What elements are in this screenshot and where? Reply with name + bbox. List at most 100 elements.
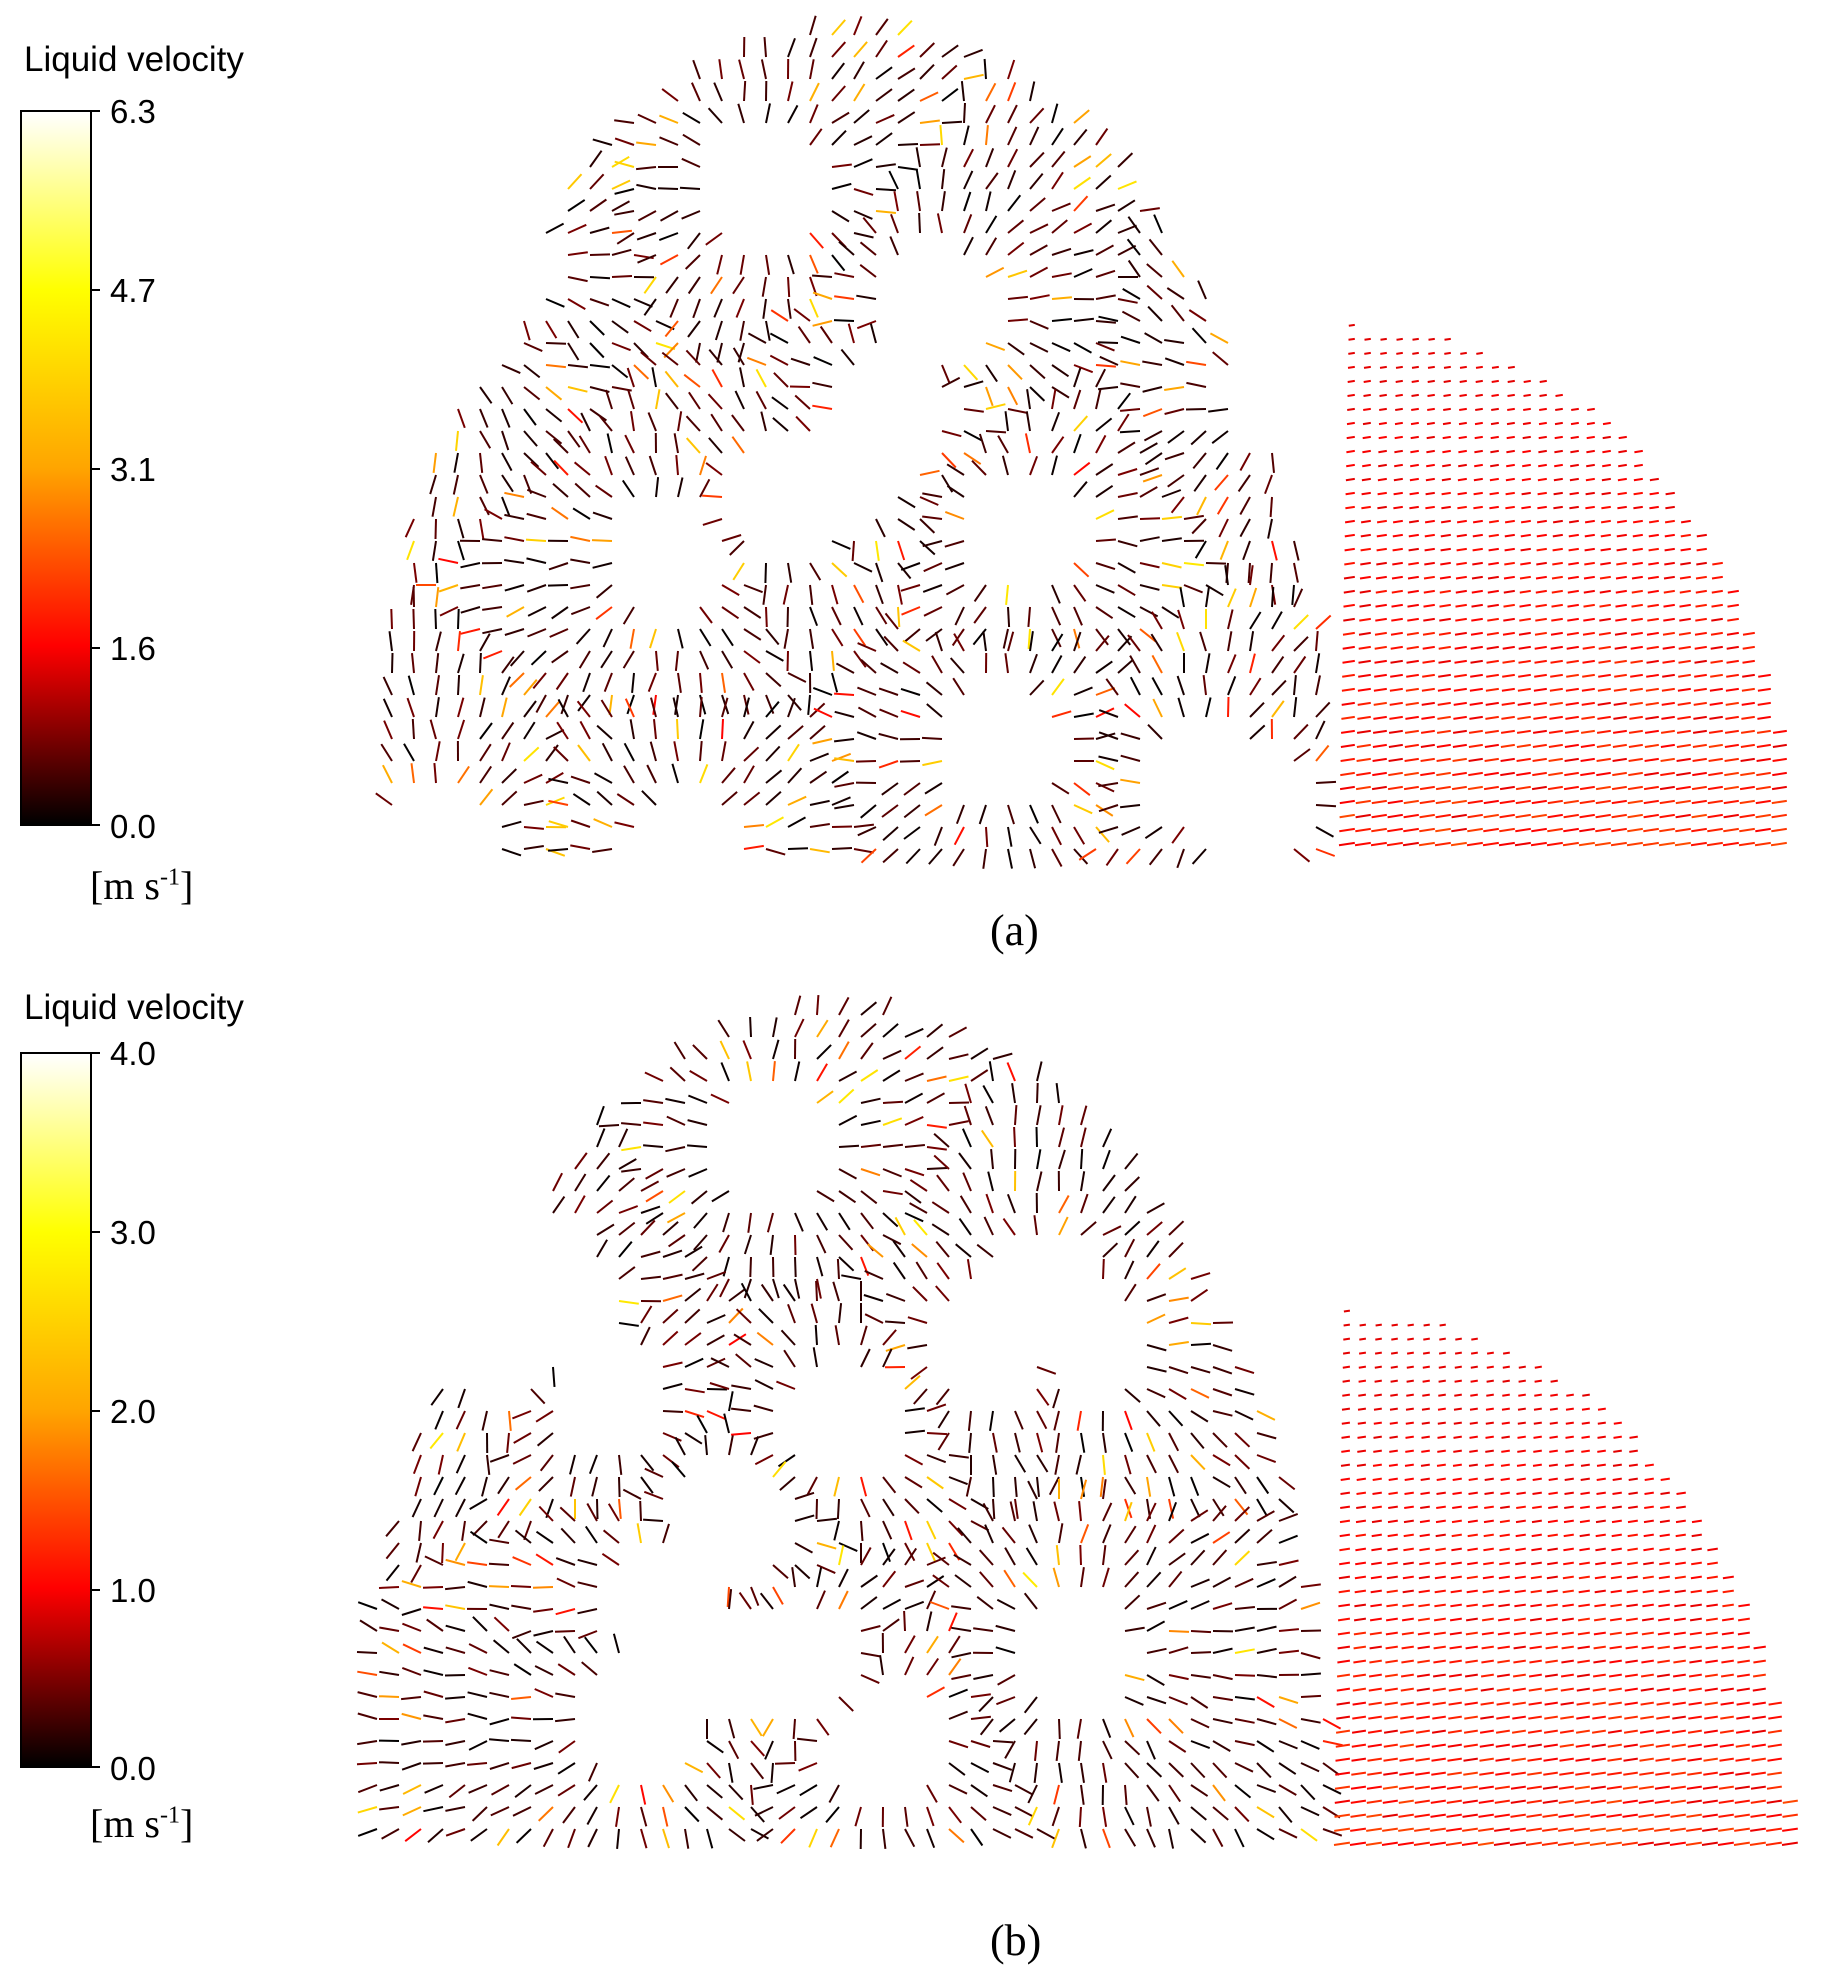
- velocity-vector: [1341, 1449, 1351, 1453]
- velocity-vector: [1510, 1813, 1526, 1818]
- velocity-vector: [978, 1549, 994, 1566]
- velocity-vector: [1563, 785, 1579, 791]
- velocity-vector: [985, 148, 995, 168]
- velocity-vector: [899, 760, 921, 763]
- velocity-vector: [1439, 1337, 1446, 1341]
- velocity-vector: [1342, 645, 1355, 650]
- velocity-vector: [1367, 1729, 1382, 1734]
- velocity-vector: [1659, 813, 1675, 819]
- velocity-vector: [1351, 1743, 1367, 1748]
- velocity-vector: [1370, 841, 1387, 847]
- velocity-vector: [406, 697, 415, 718]
- velocity-vector: [1369, 1645, 1382, 1650]
- velocity-vector: [1080, 1524, 1090, 1544]
- velocity-vector: [1420, 1491, 1430, 1495]
- panel-label: (b): [990, 1916, 1042, 1965]
- velocity-vector: [1191, 848, 1207, 865]
- velocity-vector: [1125, 848, 1141, 865]
- velocity-vector: [948, 1520, 964, 1537]
- velocity-vector: [1334, 1827, 1351, 1832]
- velocity-vector: [435, 652, 440, 674]
- velocity-vector: [904, 1190, 922, 1204]
- velocity-vector: [1736, 1715, 1750, 1720]
- velocity-vector: [526, 557, 547, 564]
- velocity-vector: [668, 1234, 686, 1248]
- velocity-vector: [1405, 1421, 1414, 1425]
- velocity-vector: [1531, 1561, 1542, 1566]
- velocity-vector: [574, 482, 591, 498]
- velocity-vector: [624, 456, 635, 476]
- velocity-vector: [1613, 687, 1627, 692]
- velocity-vector: [1515, 799, 1531, 805]
- velocity-vector: [1379, 407, 1387, 411]
- velocity-vector: [739, 254, 745, 275]
- velocity-vector: [1168, 1476, 1176, 1497]
- velocity-vector: [710, 276, 723, 295]
- velocity-vector: [1532, 1477, 1542, 1481]
- velocity-vector: [1384, 1701, 1398, 1706]
- velocity-vector: [1438, 1351, 1446, 1355]
- velocity-vector: [1212, 1647, 1233, 1654]
- velocity-vector: [1471, 603, 1483, 608]
- velocity-vector: [1418, 1589, 1430, 1594]
- velocity-vector: [925, 681, 943, 696]
- velocity-vector: [1443, 407, 1451, 411]
- velocity-vector: [1507, 365, 1515, 369]
- velocity-vector: [1580, 1491, 1590, 1495]
- velocity-vector: [598, 414, 613, 432]
- velocity-vector: [1293, 636, 1309, 652]
- velocity-vector: [812, 274, 833, 278]
- velocity-vector: [708, 437, 723, 454]
- velocity-vector: [762, 298, 767, 319]
- velocity-vector: [787, 254, 795, 275]
- velocity-vector: [1569, 477, 1579, 482]
- velocity-vector: [611, 364, 629, 379]
- velocity-vector: [1293, 848, 1311, 863]
- velocity-vector: [1400, 1673, 1414, 1678]
- velocity-vector: [433, 1498, 444, 1518]
- velocity-vector: [592, 562, 613, 569]
- velocity-vector: [1599, 603, 1611, 608]
- velocity-vector: [1718, 1785, 1734, 1790]
- velocity-vector: [1528, 1715, 1542, 1720]
- velocity-vector: [982, 1085, 994, 1104]
- velocity-vector: [936, 1262, 950, 1280]
- velocity-vector: [1451, 813, 1467, 819]
- velocity-vector: [1589, 1841, 1606, 1846]
- velocity-vector: [831, 41, 847, 58]
- velocity-vector: [501, 496, 511, 516]
- velocity-vector: [1315, 653, 1321, 674]
- velocity-vector: [831, 254, 846, 272]
- velocity-vector: [1704, 1701, 1718, 1706]
- velocity-vector: [860, 1652, 881, 1658]
- velocity-vector: [1387, 1519, 1398, 1524]
- velocity-vector: [1655, 1729, 1670, 1734]
- velocity-vector: [1095, 782, 1115, 793]
- velocity-vector: [952, 677, 965, 696]
- velocity-vector: [1382, 1799, 1398, 1804]
- velocity-vector: [935, 1388, 950, 1406]
- velocity-vector: [1691, 813, 1707, 819]
- velocity-vector: [1606, 1799, 1622, 1804]
- velocity-vector: [1392, 533, 1403, 538]
- velocity-vector: [1505, 505, 1515, 510]
- velocity-vector: [1315, 675, 1321, 696]
- velocity-vector: [1029, 81, 1036, 102]
- velocity-vector: [1315, 780, 1337, 784]
- velocity-vector: [1120, 778, 1141, 784]
- velocity-vector: [1095, 269, 1116, 278]
- velocity-vector: [1496, 1701, 1510, 1706]
- velocity-vector: [963, 452, 982, 465]
- velocity-vector: [1483, 813, 1499, 819]
- velocity-vector: [1564, 1463, 1574, 1467]
- velocity-vector: [1382, 1827, 1398, 1832]
- velocity-vector: [1486, 659, 1499, 664]
- velocity-vector: [526, 584, 547, 593]
- velocity-vector: [772, 1278, 780, 1299]
- velocity-vector: [1120, 408, 1141, 412]
- velocity-vector: [984, 1106, 994, 1126]
- velocity-vector: [816, 1278, 822, 1299]
- velocity-vector: [1452, 771, 1467, 777]
- velocity-vector: [592, 511, 613, 520]
- velocity-vector: [1570, 449, 1579, 454]
